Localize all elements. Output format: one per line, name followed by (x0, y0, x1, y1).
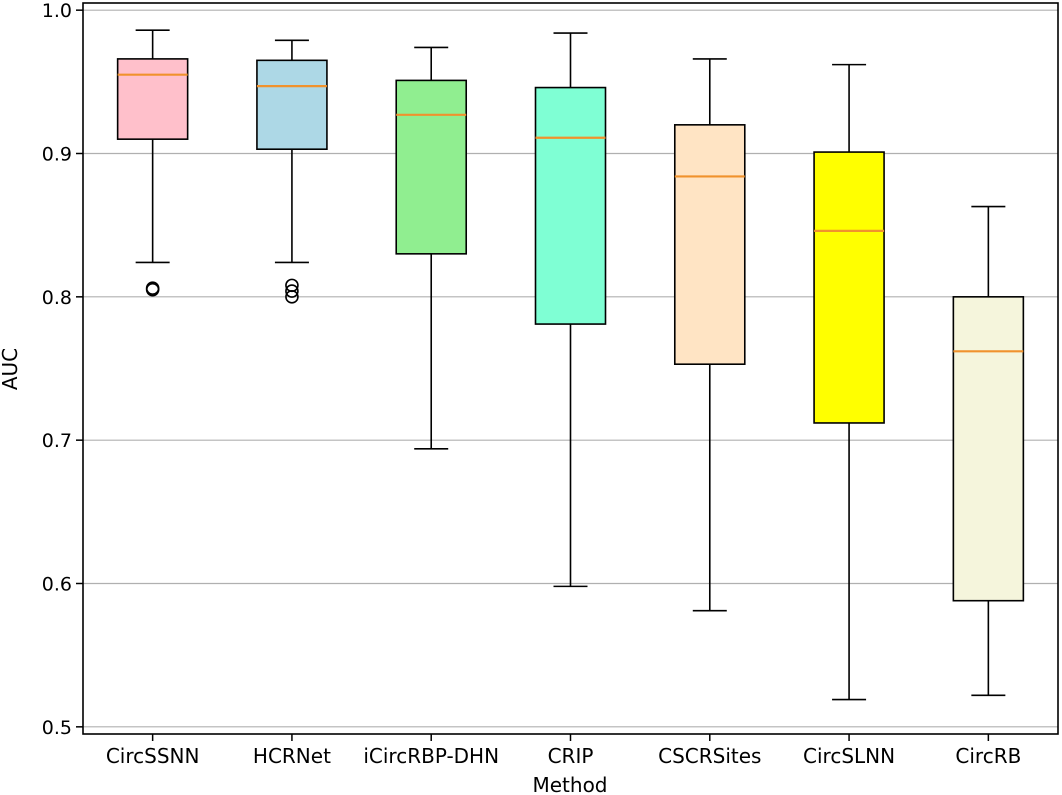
outlier-point (145, 281, 160, 296)
x-tick-label: iCircRBP-DHN (363, 744, 499, 768)
box-body (813, 151, 885, 424)
x-axis-label: Method (532, 773, 607, 795)
box-body (952, 296, 1025, 602)
x-tick-label: CircSLNN (803, 744, 895, 768)
y-tick-label: 1.0 (42, 0, 72, 22)
box-cscrsites (673, 58, 746, 612)
box-body (116, 58, 189, 140)
box-hcrnet (256, 39, 328, 304)
outlier-point (285, 284, 299, 298)
y-tick-label: 0.5 (42, 717, 72, 739)
y-tick-label: 0.9 (42, 144, 72, 166)
x-tick-label: HCRNet (253, 744, 331, 768)
box-circslnn (813, 63, 885, 701)
box-circrb (952, 205, 1025, 697)
boxes (116, 29, 1025, 701)
box-circssnn (116, 29, 189, 297)
y-tick-label: 0.6 (42, 574, 72, 596)
x-tick-label: CSCRSites (658, 744, 761, 768)
x-tick-label: CRIP (548, 744, 594, 768)
y-axis-ticks: 0.5 0.6 0.7 0.8 0.9 1.0 (42, 0, 83, 739)
y-tick-label: 0.7 (42, 430, 72, 452)
box-icircrbp-dhn (395, 46, 468, 450)
x-axis-ticks: CircSSNN HCRNet iCircRBP-DHN CRIP CSCRSites C… (106, 734, 1021, 768)
y-tick-label: 0.8 (42, 287, 72, 309)
box-body (673, 124, 746, 366)
box-body (395, 79, 468, 255)
box-crip (534, 32, 607, 588)
x-tick-label: CircSSNN (106, 744, 200, 768)
outlier-point (285, 278, 299, 293)
box-body (256, 59, 328, 151)
y-axis-label: AUC (0, 348, 22, 390)
x-tick-label: CircRB (955, 744, 1021, 768)
box-body (534, 86, 607, 325)
